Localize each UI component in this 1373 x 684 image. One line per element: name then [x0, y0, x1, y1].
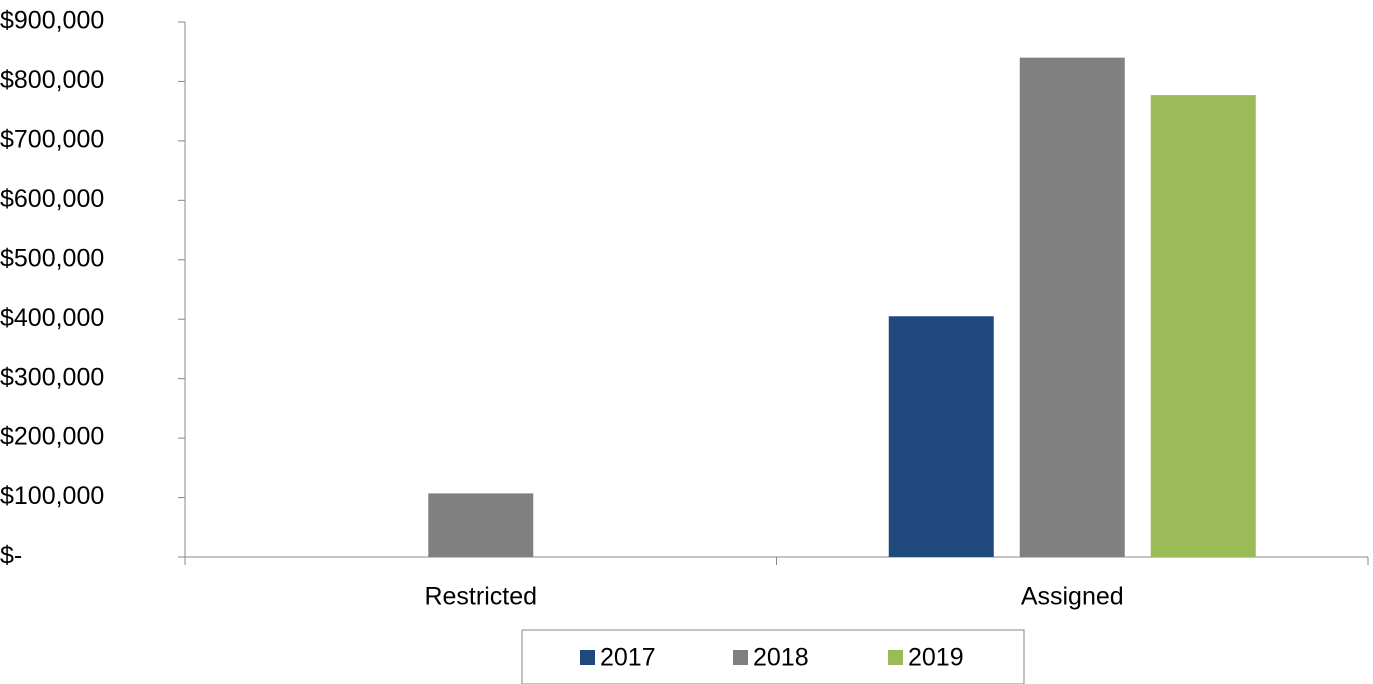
y-tick-label: $400,000 — [0, 304, 104, 332]
bar — [888, 316, 994, 557]
legend-box — [521, 629, 1025, 684]
legend-swatch — [733, 650, 748, 665]
y-tick-label: $700,000 — [0, 125, 104, 153]
y-tick-label: $500,000 — [0, 244, 104, 272]
legend-label: 2017 — [600, 644, 656, 672]
y-tick-label: $- — [0, 542, 22, 570]
bar — [428, 493, 534, 557]
y-tick-label: $300,000 — [0, 363, 104, 391]
legend-swatch — [580, 650, 595, 665]
y-tick-label: $100,000 — [0, 482, 104, 510]
y-tick-label: $900,000 — [0, 7, 104, 35]
y-tick-label: $200,000 — [0, 423, 104, 451]
y-tick-label: $600,000 — [0, 185, 104, 213]
legend-label: 2018 — [753, 644, 809, 672]
x-tick-label: Assigned — [1021, 583, 1124, 611]
bar — [1019, 57, 1125, 558]
bar — [1150, 95, 1256, 557]
y-tick-label: $800,000 — [0, 66, 104, 94]
x-tick-label: Restricted — [424, 583, 537, 611]
legend-label: 2019 — [908, 644, 964, 672]
legend-swatch — [888, 650, 903, 665]
